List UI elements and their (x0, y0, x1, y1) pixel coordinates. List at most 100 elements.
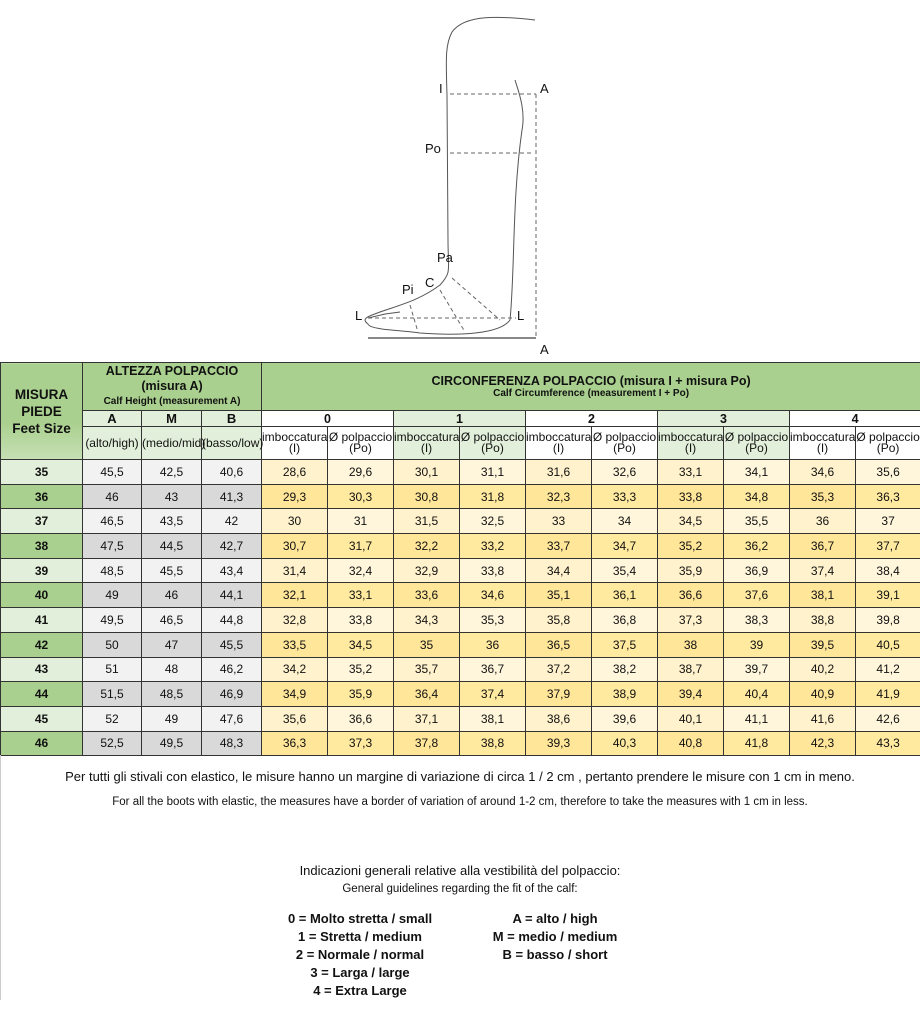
height-cell: 46,5 (141, 607, 202, 633)
circumference-cell: 32,5 (459, 508, 527, 535)
note-italian: Per tutti gli stivali con elastico, le m… (65, 769, 855, 784)
height-legend-item: B = basso / short (502, 947, 608, 962)
fit-group-3: 3 (657, 410, 791, 427)
size-chart-table: MISURA PIEDE Feet Size ALTEZZA POLPACCIO (… (0, 362, 920, 757)
circumference-cell: 37,1 (393, 705, 461, 732)
circumference-cell: 40,5 (855, 631, 920, 658)
circumference-cell: 36,7 (459, 656, 527, 683)
divider (0, 755, 1, 1000)
circumference-cell: 32,1 (261, 582, 329, 609)
circumference-cell: 33,2 (459, 533, 527, 559)
circumference-cell: 32,4 (327, 557, 395, 584)
height-cell: 49 (82, 582, 142, 609)
height-cell: 45,5 (200, 631, 263, 658)
feet-size-header: MISURA PIEDE Feet Size (0, 362, 83, 460)
circumference-cell: 37,7 (855, 533, 920, 559)
circumference-cell: 36,6 (327, 705, 395, 732)
size-cell: 35 (0, 459, 83, 485)
circumference-cell: 34,5 (657, 508, 725, 535)
circumference-cell: 33,8 (327, 607, 395, 633)
circumference-cell: 39,5 (789, 631, 857, 658)
circumference-cell: 31,4 (261, 557, 329, 584)
circumference-cell: 40,3 (591, 730, 659, 757)
circumference-cell: 39,8 (855, 607, 920, 633)
circumference-cell: 30,7 (261, 533, 329, 559)
circumference-cell: 30,1 (393, 459, 461, 485)
circumference-cell: 31,5 (393, 508, 461, 535)
height-col-sub: (alto/high) (82, 426, 142, 460)
height-cell: 46,5 (82, 508, 142, 535)
circumference-cell: 31,7 (327, 533, 395, 559)
table-row: 45 52 49 47,6 35,6 36,6 37,1 38,1 38,6 39,6 40,1 41… (0, 705, 920, 732)
calf-circumference-header: CIRCONFERENZA POLPACCIO (misura I + misu… (261, 362, 920, 411)
circumference-cell: 43,3 (855, 730, 920, 757)
height-col-b: B (200, 410, 263, 427)
size-cell: 37 (0, 508, 83, 535)
table-row: 35 45,5 42,5 40,6 28,6 29,6 30,1 31,1 31,6 32,6 33… (0, 459, 920, 485)
circumference-cell: 32,3 (525, 483, 593, 510)
circumference-cell: 37,5 (591, 631, 659, 658)
circumference-cell: 31 (327, 508, 395, 535)
height-cell: 42,7 (200, 533, 263, 559)
fit-group-4: 4 (789, 410, 920, 427)
circumference-cell: 35,3 (459, 607, 527, 633)
table-row: 36 46 43 41,3 29,3 30,3 30,8 31,8 32,3 33,3 33,8 34… (0, 483, 920, 510)
height-cell: 40,6 (200, 459, 263, 485)
fit-legend-item: 0 = Molto stretta / small (287, 911, 433, 926)
table-row: 39 48,5 45,5 43,4 31,4 32,4 32,9 33,8 34,4 35,4 35… (0, 557, 920, 584)
table-row: 40 49 46 44,1 32,1 33,1 33,6 34,6 35,1 36,1 36,6 37… (0, 582, 920, 609)
circumference-cell: 42,6 (855, 705, 920, 732)
circumference-cell: 33,5 (261, 631, 329, 658)
note-english: For all the boots with elastic, the meas… (112, 796, 808, 808)
circumference-cell: 36 (789, 508, 857, 535)
circumference-cell: 38,4 (855, 557, 920, 584)
circumference-cell: 30 (261, 508, 329, 535)
circumference-cell: 34,7 (591, 533, 659, 559)
circumference-cell: 38,8 (789, 607, 857, 633)
guide-title-it: Indicazioni generali relative alla vesti… (299, 863, 621, 878)
label-c: C (425, 275, 434, 290)
circumference-cell: 35,9 (657, 557, 725, 584)
circumference-cell: 39,1 (855, 582, 920, 609)
height-cell: 47,5 (82, 533, 142, 559)
height-legend-item: M = medio / medium (492, 929, 618, 944)
circumference-cell: 34,5 (327, 631, 395, 658)
circumference-cell: 33,1 (327, 582, 395, 609)
circumference-cell: 29,3 (261, 483, 329, 510)
circumference-cell: 37,3 (657, 607, 725, 633)
height-col-a: A (82, 410, 142, 427)
fit-legend-item: 3 = Larga / large (310, 965, 410, 980)
circumference-cell: 40,4 (723, 681, 791, 707)
circumference-cell: 35,8 (525, 607, 593, 633)
height-cell: 41,3 (200, 483, 263, 510)
circumference-cell: 35,6 (855, 459, 920, 485)
circumference-cell: 41,2 (855, 656, 920, 683)
table-row: 37 46,5 43,5 42 30 31 31,5 32,5 33 34 34,5 35,5 36 37 (0, 508, 920, 535)
circumference-cell: 31,8 (459, 483, 527, 510)
circumference-cell: 34,4 (525, 557, 593, 584)
table-row: 38 47,5 44,5 42,7 30,7 31,7 32,2 33,2 33,7 34,7 35… (0, 533, 920, 559)
table-row: 42 50 47 45,5 33,5 34,5 35 36 36,5 37,5 38 39 39,5 40… (0, 631, 920, 658)
circumference-cell: 35 (393, 631, 461, 658)
size-cell: 43 (0, 656, 83, 683)
circumference-cell: 35,6 (261, 705, 329, 732)
size-cell: 44 (0, 681, 83, 707)
circumference-cell: 37,4 (789, 557, 857, 584)
height-legend: A = alto / high M = medio / medium B = bas… (470, 910, 640, 964)
height-cell: 46 (82, 483, 142, 510)
size-cell: 40 (0, 582, 83, 609)
height-cell: 43 (141, 483, 202, 510)
circumference-cell: 35,3 (789, 483, 857, 510)
circumference-cell: 42,3 (789, 730, 857, 757)
leg-measurement-diagram: I A Po Pa C Pi L L A (355, 16, 549, 357)
circumference-cell: 32,8 (261, 607, 329, 633)
label-pa: Pa (437, 250, 454, 265)
circumference-cell: 38,8 (459, 730, 527, 757)
height-cell: 52,5 (82, 730, 142, 757)
height-cell: 48,3 (200, 730, 263, 757)
fit-group-1: 1 (393, 410, 527, 427)
label-po: Po (425, 141, 441, 156)
height-legend-item: A = alto / high (512, 911, 598, 926)
circumference-cell: 35,2 (657, 533, 725, 559)
label-a-top: A (540, 81, 549, 96)
